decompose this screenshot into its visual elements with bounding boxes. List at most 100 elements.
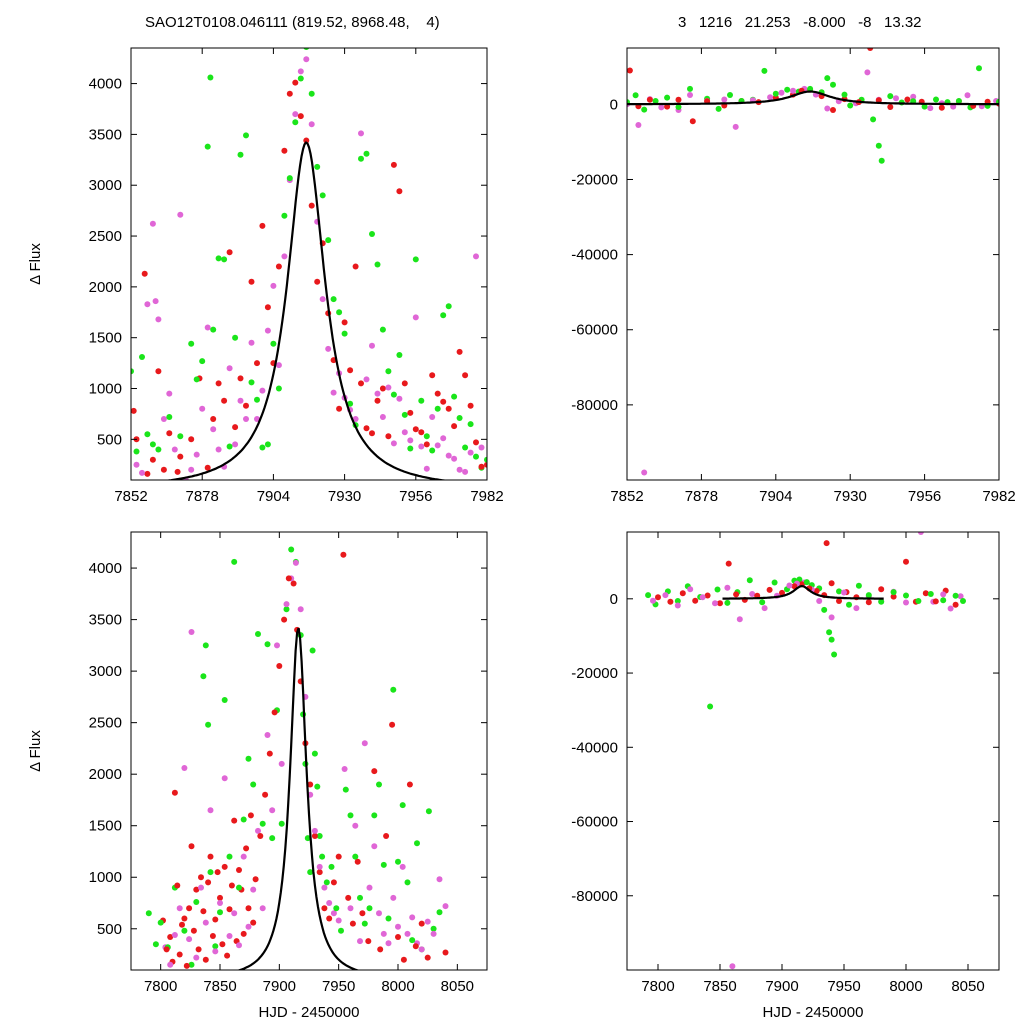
data-point-red	[243, 402, 249, 409]
data-point-red	[250, 919, 257, 926]
data-point-red	[210, 416, 217, 422]
data-point-red	[938, 104, 945, 111]
data-point-magenta	[226, 933, 233, 939]
data-point-magenta	[418, 946, 425, 953]
x-tick-label: 7956	[399, 488, 432, 505]
data-point-magenta	[133, 461, 140, 468]
data-point-red	[232, 424, 239, 431]
data-point-green	[292, 119, 299, 126]
data-point-red	[321, 905, 328, 912]
y-tick-label: 3500	[89, 126, 122, 143]
data-point-magenta	[451, 455, 458, 462]
data-point-magenta	[297, 68, 304, 75]
data-point-magenta	[352, 822, 359, 829]
data-point-magenta	[250, 886, 257, 893]
data-point-green	[921, 103, 928, 110]
data-point-red	[733, 591, 740, 598]
data-point-magenta	[236, 942, 242, 949]
data-point-green	[836, 588, 842, 595]
data-point-red	[423, 441, 430, 448]
data-point-green	[847, 102, 854, 109]
data-point-red	[257, 833, 264, 839]
data-point-magenta	[436, 876, 443, 883]
data-point-magenta	[390, 894, 397, 901]
data-point-magenta	[171, 932, 178, 938]
data-point-magenta	[204, 324, 211, 331]
data-point-green	[177, 433, 184, 440]
data-point-magenta	[259, 905, 266, 912]
data-point-green	[347, 812, 354, 819]
data-point-red	[163, 946, 170, 953]
data-point-green	[205, 721, 212, 728]
data-point-green	[846, 601, 852, 608]
data-point-magenta	[729, 963, 736, 970]
data-point-magenta	[712, 600, 718, 607]
data-point-green	[336, 309, 343, 316]
data-point-red	[456, 348, 463, 355]
data-point-magenta	[319, 296, 326, 303]
data-point-green	[221, 697, 228, 703]
data-point-green	[784, 86, 791, 93]
data-point-magenta	[853, 605, 860, 612]
plot-frame	[626, 47, 1000, 481]
data-point-magenta	[352, 416, 359, 422]
data-point-magenta	[199, 405, 206, 412]
data-point-green	[371, 812, 378, 819]
data-point-red	[679, 590, 686, 597]
data-point-green	[828, 636, 835, 643]
data-point-magenta	[947, 605, 954, 612]
data-point-magenta	[736, 616, 743, 623]
data-point-magenta	[778, 89, 785, 96]
data-point-magenta	[687, 586, 694, 593]
x-tick-label: 7900	[263, 978, 296, 995]
data-point-green	[243, 132, 249, 139]
data-point-red	[212, 916, 219, 923]
data-point-magenta	[347, 905, 354, 912]
data-point-magenta	[371, 843, 378, 850]
data-point-magenta	[903, 599, 909, 606]
data-point-green	[473, 453, 479, 460]
data-point-red	[174, 468, 181, 475]
data-point-green	[414, 840, 420, 847]
data-point-magenta	[166, 390, 173, 397]
data-point-red	[725, 560, 732, 567]
data-point-red	[429, 372, 436, 379]
data-point-red	[326, 915, 333, 922]
data-point-magenta	[240, 853, 247, 860]
data-point-red	[292, 79, 299, 86]
data-point-green	[821, 606, 828, 613]
data-point-magenta	[177, 211, 184, 218]
data-point-green	[248, 379, 255, 386]
data-point-green	[131, 368, 134, 375]
data-point-magenta	[202, 919, 209, 926]
data-point-red	[236, 867, 242, 873]
data-point-green	[878, 598, 885, 605]
data-point-green	[445, 303, 452, 310]
data-point-green	[139, 354, 145, 360]
data-point-red	[383, 833, 390, 839]
data-point-magenta	[226, 365, 233, 372]
data-point-red	[875, 97, 882, 104]
panel-top-right: 7852 7878 7904 7930 7956 7982 0 -20000 -40000 -60…	[571, 47, 1016, 505]
data-point-green	[376, 781, 382, 788]
data-point-red	[247, 812, 254, 819]
data-point-magenta	[361, 740, 368, 747]
panel-bottom-right: 7800 7850 7900 7950 8000 8050 0 -20000 -40000 -60…	[571, 531, 1000, 1021]
data-points	[645, 532, 966, 970]
data-point-red	[484, 461, 487, 468]
data-point-red	[240, 930, 247, 937]
data-point-magenta	[790, 87, 796, 94]
data-point-red	[190, 927, 197, 934]
data-point-red	[655, 594, 661, 601]
x-tick-label: 7930	[834, 488, 867, 505]
data-point-red	[704, 592, 711, 599]
data-point-magenta	[369, 342, 375, 349]
y-tick-label: 500	[97, 431, 122, 448]
data-point-green	[323, 879, 330, 886]
data-point-green	[462, 444, 469, 451]
data-point-red	[377, 946, 384, 953]
data-point-red	[266, 750, 273, 757]
data-point-red	[779, 589, 785, 596]
data-point-green	[199, 358, 206, 365]
x-tick-label: 7852	[610, 488, 643, 505]
